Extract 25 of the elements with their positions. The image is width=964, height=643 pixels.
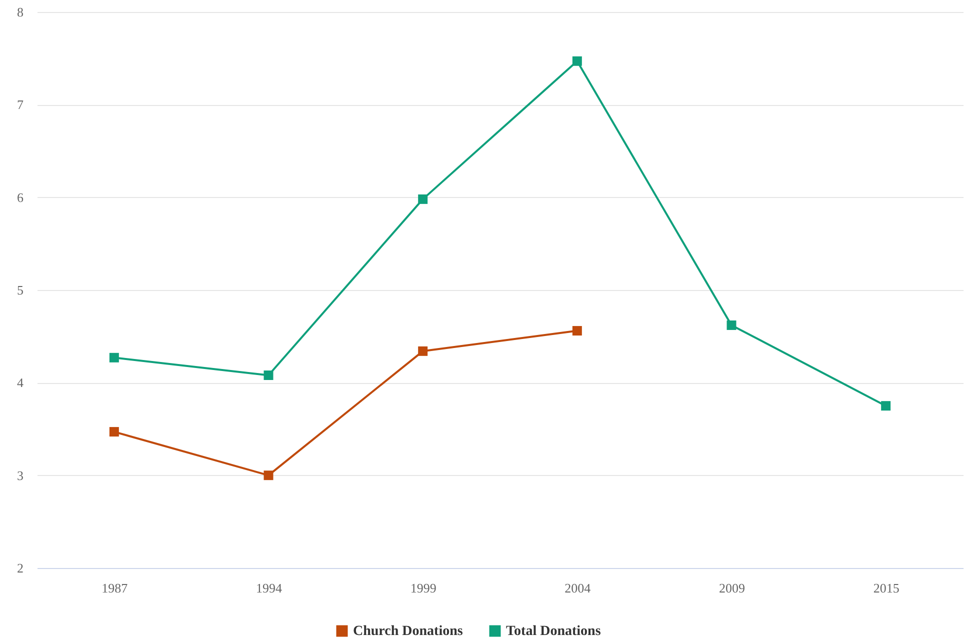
- y-tick-label: 2: [17, 560, 24, 576]
- y-tick-label: 3: [17, 468, 24, 483]
- legend-label: Total Donations: [506, 624, 602, 639]
- x-tick-label: 2009: [719, 580, 745, 596]
- y-tick-label: 4: [17, 375, 24, 390]
- y-tick-label: 7: [17, 97, 24, 112]
- point: [726, 320, 736, 330]
- point: [109, 427, 119, 437]
- x-tick-label: 2004: [564, 580, 592, 596]
- point: [572, 56, 582, 66]
- y-tick-label: 6: [17, 190, 24, 205]
- point: [418, 194, 428, 204]
- legend-label: Church Donations: [353, 624, 464, 639]
- y-tick-label: 5: [17, 282, 24, 298]
- y-tick-label: 8: [17, 4, 24, 20]
- x-tick-label: 2015: [873, 580, 900, 596]
- point: [109, 352, 119, 362]
- point: [881, 401, 891, 411]
- x-tick-label: 1994: [256, 580, 282, 596]
- x-tick-label: 1987: [102, 580, 128, 596]
- point: [572, 326, 582, 336]
- point: [264, 370, 274, 380]
- point: [418, 346, 428, 356]
- point: [264, 470, 274, 480]
- x-tick-label: 1999: [410, 580, 436, 596]
